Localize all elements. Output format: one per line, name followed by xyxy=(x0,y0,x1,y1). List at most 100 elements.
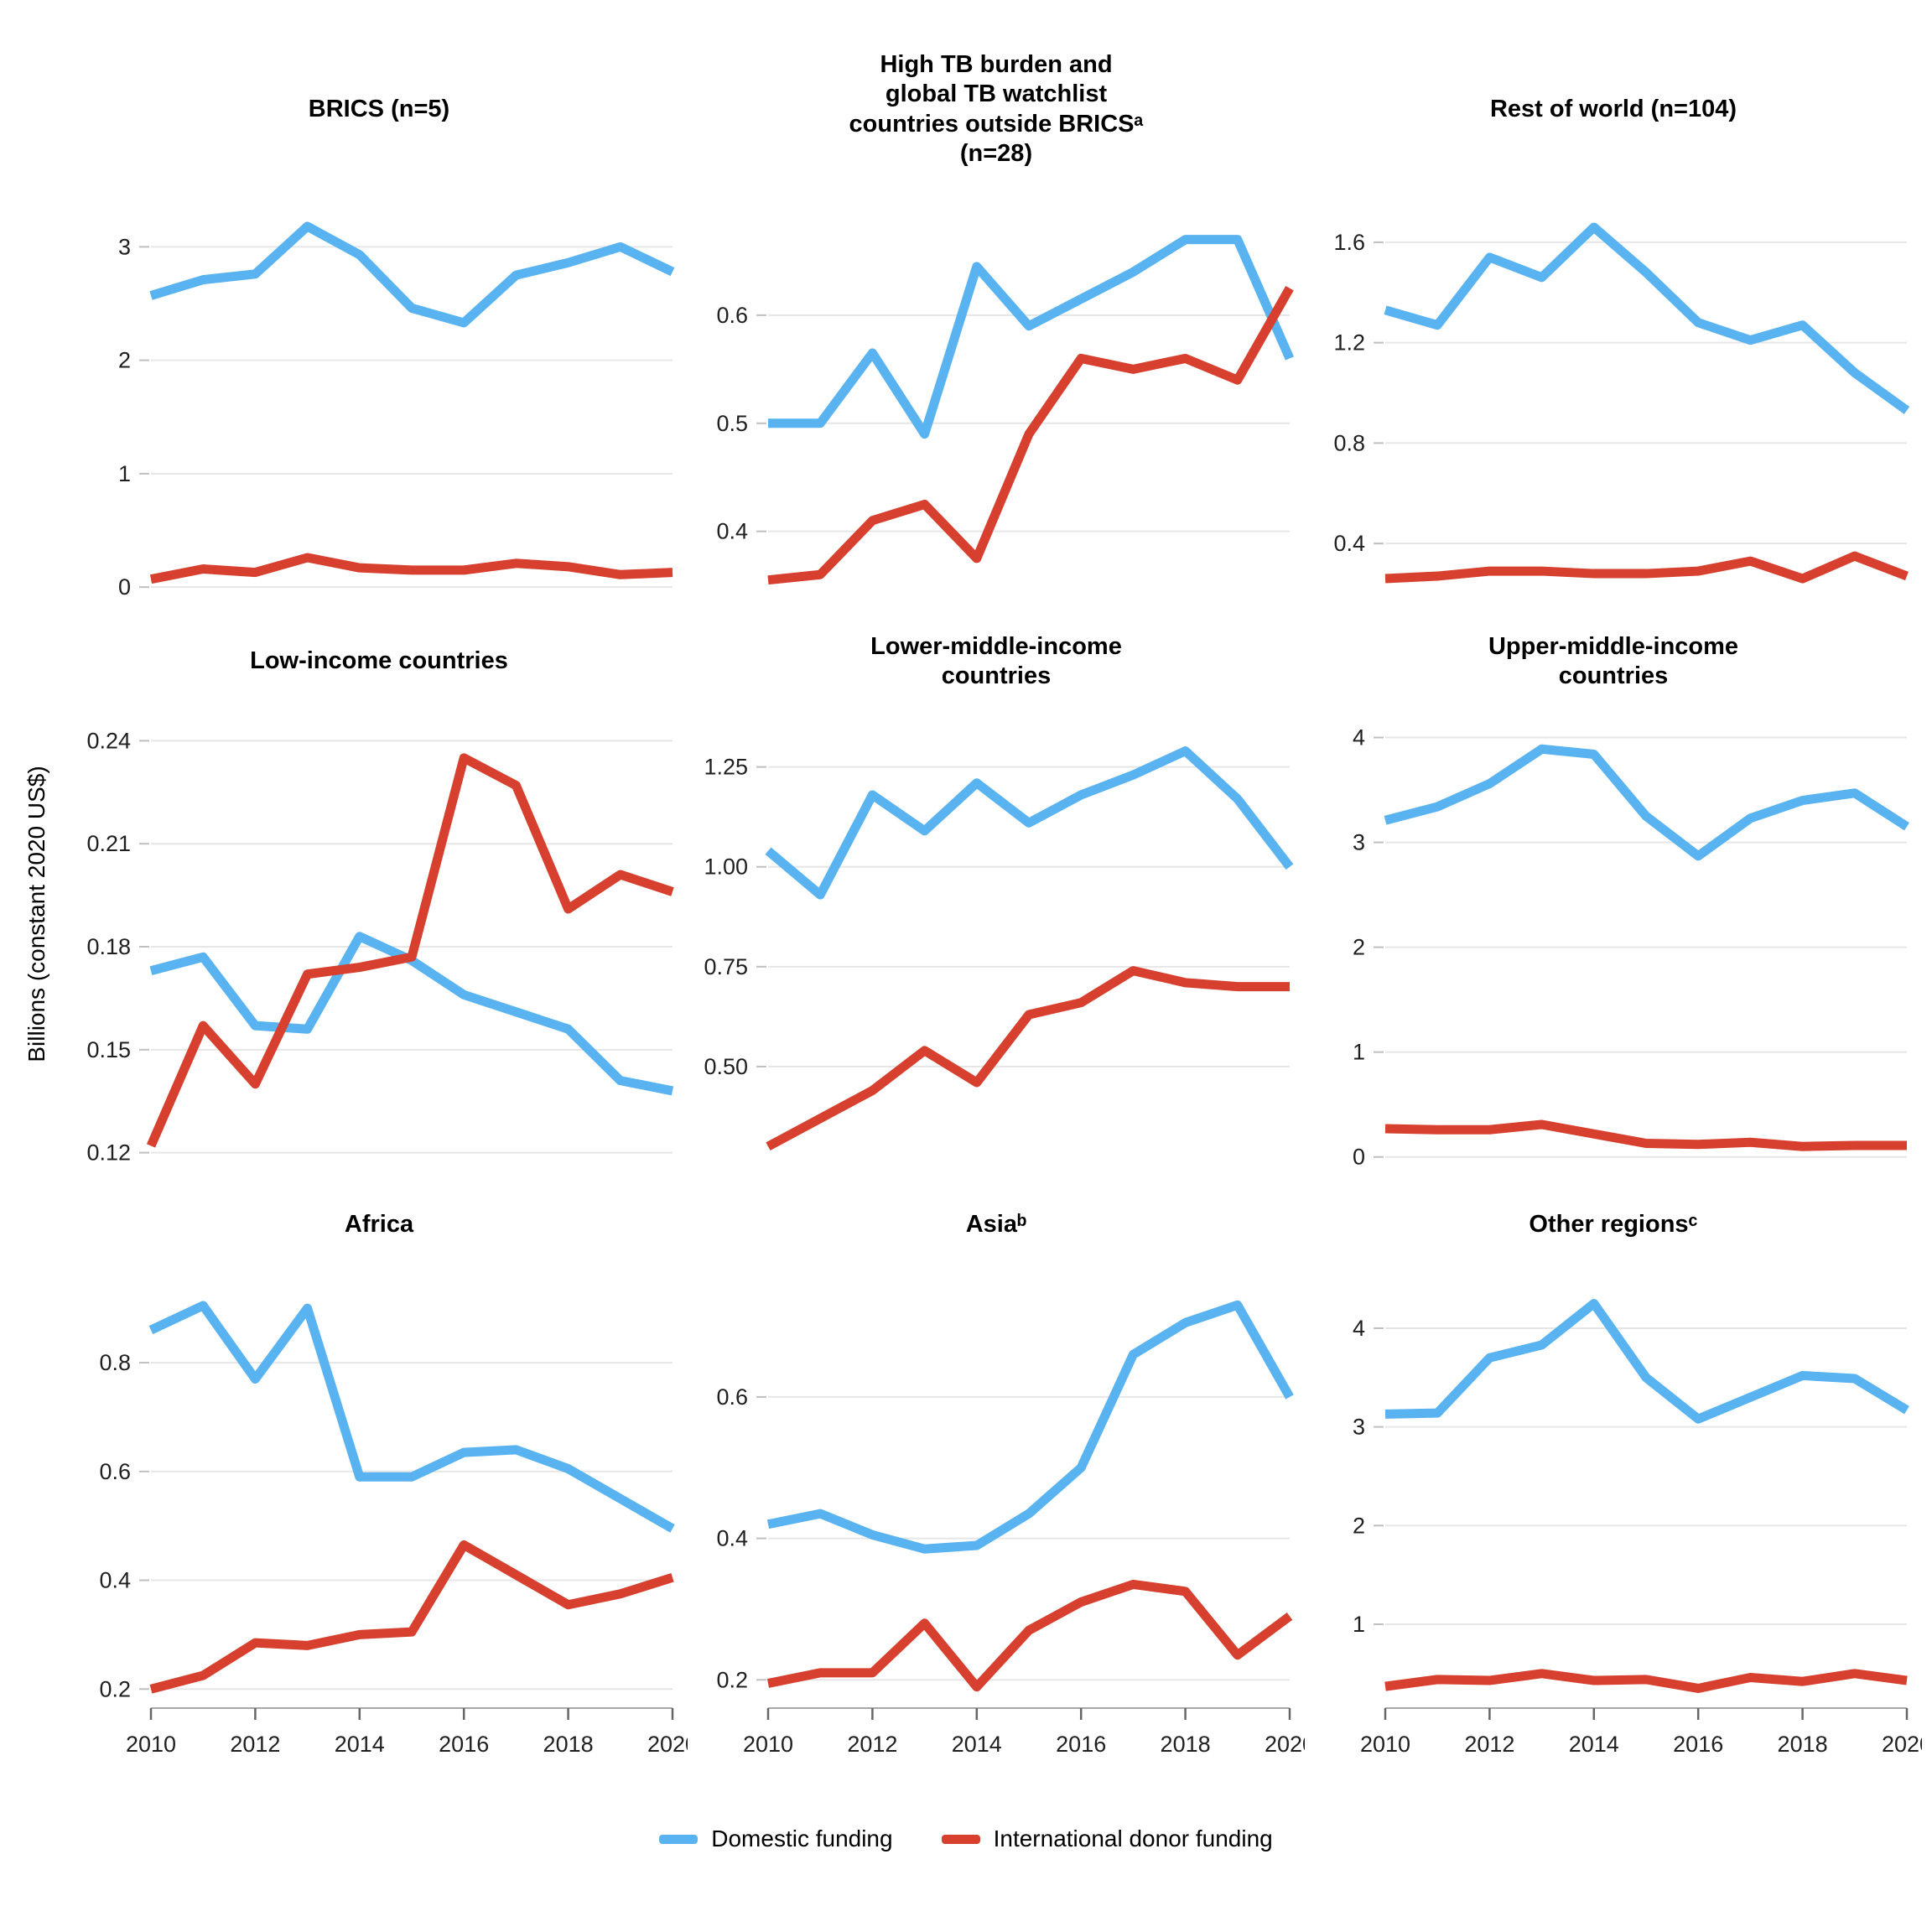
y-axis-title: Billions (constant 2020 US$) xyxy=(23,766,49,1062)
line-international-donor-funding xyxy=(149,553,673,584)
legend: Domestic funding International donor fun… xyxy=(0,1826,1932,1852)
legend-label: International donor funding xyxy=(993,1826,1273,1852)
y-tick-label: 0.6 xyxy=(716,1384,748,1410)
x-tick-label: 2018 xyxy=(1161,1732,1211,1757)
y-tick-label: 0.50 xyxy=(704,1054,748,1079)
panel-chart-low-income: 0.12 0.15 0.18 0.21 0.24 xyxy=(86,728,674,1166)
y-tick-label: 0.6 xyxy=(716,303,748,328)
y-tick-label: 0.24 xyxy=(86,728,131,753)
x-tick-label: 2016 xyxy=(439,1732,489,1757)
y-tick-label: 0.2 xyxy=(99,1676,131,1701)
y-tick-label: 1 xyxy=(118,461,131,486)
x-tick-label: 2010 xyxy=(1360,1732,1410,1757)
y-tick-label: 1.25 xyxy=(704,755,748,780)
y-tick-label: 0.8 xyxy=(1333,430,1365,455)
y-tick-label: 4 xyxy=(1353,1316,1365,1341)
y-tick-label: 0 xyxy=(1353,1145,1365,1170)
y-tick-label: 0.75 xyxy=(704,954,748,979)
international-donor-funding-swatch xyxy=(941,1834,980,1844)
panel-rest-of-world: Rest of world (n=104) 0.4 0.8 1.2 1.6 xyxy=(1305,23,1922,608)
panel-chart-high-tb-burden-watchlist: 0.4 0.5 0.6 xyxy=(716,235,1295,585)
line-domestic-funding xyxy=(765,746,1294,900)
y-tick-label: 0.5 xyxy=(716,411,748,436)
y-tick-label: 1 xyxy=(1353,1040,1365,1065)
panel-chart-lower-middle-income: 0.50 0.75 1.00 1.25 xyxy=(704,746,1294,1151)
line-international-donor-funding xyxy=(766,1579,1293,1692)
panel-africa: Africa 0.2 0.4 0.6 0.8 2010 2012 2014 2016 2018 20… xyxy=(70,1178,688,1774)
y-tick-label: 4 xyxy=(1353,725,1365,750)
panel-title: BRICS (n=5) xyxy=(308,95,450,122)
y-tick-label: 2 xyxy=(1353,1513,1365,1538)
line-domestic-funding xyxy=(148,1301,675,1533)
y-tick-label: 0 xyxy=(118,574,131,600)
x-tick-label: 2014 xyxy=(1569,1732,1619,1757)
y-tick-label: 1.2 xyxy=(1333,330,1365,356)
x-tick-label: 2012 xyxy=(1464,1732,1514,1757)
line-domestic-funding xyxy=(768,235,1295,439)
line-domestic-funding xyxy=(766,1300,1294,1554)
y-tick-label: 1 xyxy=(1353,1612,1365,1637)
x-tick-label: 2020 xyxy=(1882,1732,1922,1757)
x-tick-label: 2018 xyxy=(543,1732,594,1757)
line-domestic-funding xyxy=(1384,1299,1909,1424)
y-tick-label: 0.6 xyxy=(99,1459,131,1484)
panel-asia: Asiaᵇ 0.2 0.4 0.6 2010 2012 2014 2016 2018 2020 xyxy=(688,1178,1305,1774)
y-tick-label: 0.2 xyxy=(716,1667,748,1692)
x-tick-label: 2016 xyxy=(1673,1732,1723,1757)
facet-grid: BRICS (n=5) 0 1 2 3 High TB burden and global… xyxy=(70,23,1922,1774)
y-tick-label: 3 xyxy=(1353,830,1365,855)
domestic-funding-swatch xyxy=(659,1834,699,1844)
x-tick-label: 2012 xyxy=(230,1732,280,1757)
line-domestic-funding xyxy=(1384,744,1909,861)
y-tick-label: 2 xyxy=(118,348,131,373)
legend-item-domestic-funding: Domestic funding xyxy=(659,1826,893,1852)
x-tick-label: 2016 xyxy=(1056,1732,1106,1757)
x-tick-label: 2014 xyxy=(952,1732,1002,1757)
panel-chart-rest-of-world: 0.4 0.8 1.2 1.6 xyxy=(1333,222,1910,584)
line-domestic-funding xyxy=(149,221,675,328)
line-international-donor-funding xyxy=(149,1540,674,1694)
panel-chart-upper-middle-income: 0 1 2 3 4 xyxy=(1353,725,1909,1170)
panel-title: Lower-middle-income countries xyxy=(870,632,1122,689)
x-tick-label: 2020 xyxy=(1265,1732,1305,1757)
x-tick-label: 2012 xyxy=(847,1732,897,1757)
y-tick-label: 0.12 xyxy=(86,1140,131,1166)
panel-upper-middle-income: Upper-middle-income countries 0 1 2 3 4 xyxy=(1305,608,1922,1178)
panel-title: Rest of world (n=104) xyxy=(1489,95,1737,122)
y-tick-label: 0.15 xyxy=(86,1037,131,1062)
panel-title: High TB burden and global TB watchlist c… xyxy=(849,50,1144,167)
x-tick-label: 2010 xyxy=(743,1732,793,1757)
y-tick-label: 2 xyxy=(1353,935,1365,960)
y-tick-label: 0.8 xyxy=(99,1350,131,1375)
panel-chart-brics: 0 1 2 3 xyxy=(118,221,675,600)
line-international-donor-funding xyxy=(1384,1669,1908,1693)
panel-title: Other regionsᶜ xyxy=(1529,1211,1698,1239)
tb-funding-figure: Billions (constant 2020 US$) BRICS (n=5)… xyxy=(0,23,1932,1932)
x-tick-label: 2014 xyxy=(335,1732,385,1757)
panel-high-tb-burden-watchlist: High TB burden and global TB watchlist c… xyxy=(688,23,1305,608)
line-international-donor-funding xyxy=(766,966,1290,1151)
panel-title: Upper-middle-income countries xyxy=(1488,632,1739,689)
panel-chart-asia: 0.2 0.4 0.6 2010 2012 2014 2016 2018 2020 xyxy=(716,1300,1305,1757)
y-tick-label: 0.4 xyxy=(99,1568,131,1593)
line-international-donor-funding xyxy=(146,753,674,1148)
line-international-donor-funding xyxy=(1384,1119,1907,1151)
x-tick-label: 2010 xyxy=(126,1732,176,1757)
y-tick-label: 0.18 xyxy=(86,934,131,959)
panel-title: Africa xyxy=(344,1211,414,1239)
line-domestic-funding xyxy=(1384,222,1910,414)
y-tick-label: 0.4 xyxy=(716,1526,748,1551)
panel-chart-africa: 0.2 0.4 0.6 0.8 2010 2012 2014 2016 2018 2020 xyxy=(99,1301,688,1757)
x-tick-label: 2020 xyxy=(647,1732,688,1757)
line-international-donor-funding xyxy=(767,285,1294,585)
line-international-donor-funding xyxy=(1384,551,1909,584)
panel-brics: BRICS (n=5) 0 1 2 3 xyxy=(70,23,688,608)
y-tick-label: 3 xyxy=(118,234,131,259)
x-tick-label: 2018 xyxy=(1778,1732,1828,1757)
panel-lower-middle-income: Lower-middle-income countries 0.50 0.75 1.0… xyxy=(688,608,1305,1178)
legend-item-international-donor-funding: International donor funding xyxy=(941,1826,1273,1852)
panel-title: Asiaᵇ xyxy=(965,1211,1027,1239)
y-tick-label: 3 xyxy=(1353,1415,1365,1440)
panel-low-income: Low-income countries 0.12 0.15 0.18 0.21 0.24 xyxy=(70,608,688,1178)
panel-title: Low-income countries xyxy=(250,647,508,675)
